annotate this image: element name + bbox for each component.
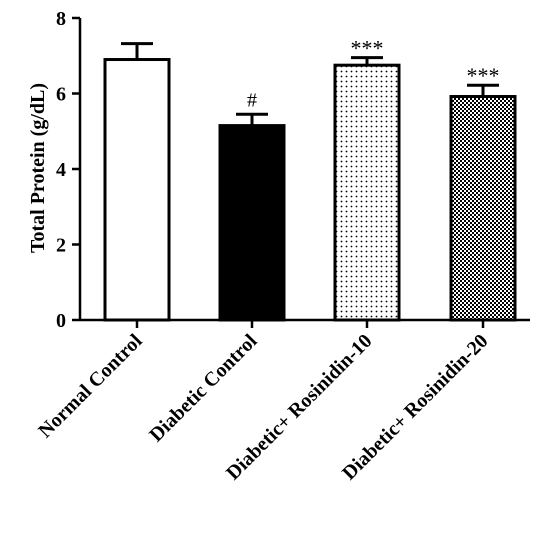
y-axis-label: Total Protein (g/dL) [27,83,49,253]
y-tick-label: 6 [56,84,66,106]
bars: # *** *** [103,36,517,322]
y-ticks: 0 2 4 6 8 [56,8,80,332]
bar [449,95,517,322]
bar [333,63,401,322]
x-tick-label: Diabetic Control [145,330,262,447]
significance-label: *** [351,36,384,61]
significance-label: # [247,89,257,111]
x-tick-label: Normal Control [34,330,147,443]
y-tick-label: 0 [56,310,66,332]
y-tick-label: 2 [56,235,66,257]
significance-label: *** [467,63,500,88]
y-tick-label: 8 [56,8,66,30]
y-tick-label: 4 [56,159,66,181]
bar [103,58,171,322]
bar [218,124,286,322]
